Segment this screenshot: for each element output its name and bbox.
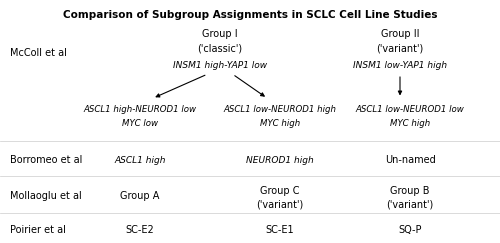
- Text: MYC high: MYC high: [390, 119, 430, 129]
- Text: MYC high: MYC high: [260, 119, 300, 129]
- Text: Comparison of Subgroup Assignments in SCLC Cell Line Studies: Comparison of Subgroup Assignments in SC…: [63, 10, 437, 20]
- Text: ASCL1 low-NEUROD1 high: ASCL1 low-NEUROD1 high: [224, 105, 336, 114]
- Text: Poirier et al: Poirier et al: [10, 225, 66, 235]
- Text: Mollaoglu et al: Mollaoglu et al: [10, 191, 82, 201]
- Text: ASCL1 high-NEUROD1 low: ASCL1 high-NEUROD1 low: [84, 105, 196, 114]
- Text: Un-named: Un-named: [384, 155, 436, 165]
- Text: MYC low: MYC low: [122, 119, 158, 129]
- Text: Group C: Group C: [260, 186, 300, 196]
- Text: ('variant'): ('variant'): [256, 199, 304, 209]
- Text: ('variant'): ('variant'): [386, 199, 434, 209]
- Text: ASCL1 low-NEUROD1 low: ASCL1 low-NEUROD1 low: [356, 105, 465, 114]
- Text: Group B: Group B: [390, 186, 430, 196]
- Text: Group II: Group II: [381, 29, 419, 39]
- Text: ASCL1 high: ASCL1 high: [114, 156, 166, 165]
- Text: SC-E1: SC-E1: [266, 225, 294, 235]
- Text: SQ-P: SQ-P: [398, 225, 422, 235]
- Text: Borromeo et al: Borromeo et al: [10, 155, 83, 165]
- Text: ('classic'): ('classic'): [198, 43, 242, 54]
- Text: Group A: Group A: [120, 191, 160, 201]
- Text: INSM1 high-YAP1 low: INSM1 high-YAP1 low: [173, 61, 267, 70]
- Text: Group I: Group I: [202, 29, 238, 39]
- Text: SC-E2: SC-E2: [126, 225, 154, 235]
- Text: NEUROD1 high: NEUROD1 high: [246, 156, 314, 165]
- Text: ('variant'): ('variant'): [376, 43, 424, 54]
- Text: McColl et al: McColl et al: [10, 48, 67, 59]
- Text: INSM1 low-YAP1 high: INSM1 low-YAP1 high: [353, 61, 447, 70]
